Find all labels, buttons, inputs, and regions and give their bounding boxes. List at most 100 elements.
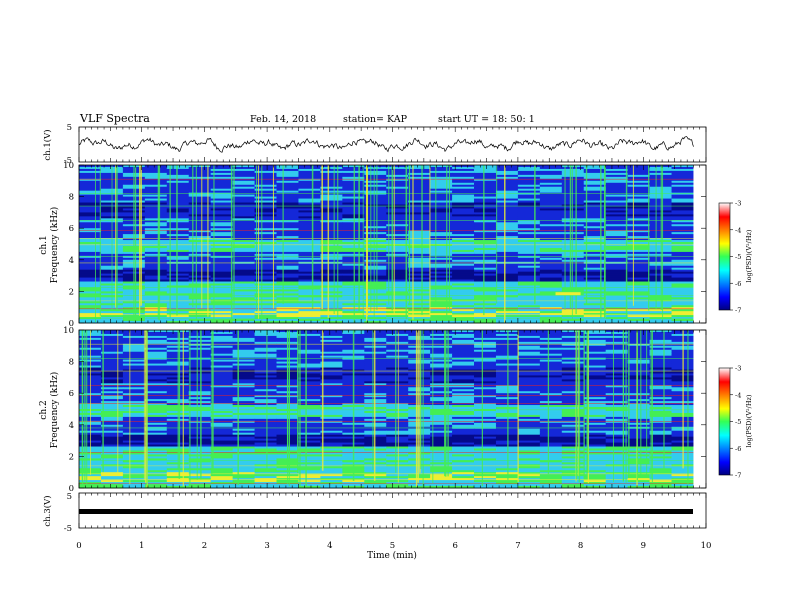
spectrogram-cell: [144, 218, 168, 221]
spectrogram-cell: [298, 391, 321, 394]
spectrogram-cell: [561, 214, 585, 217]
spectrogram-cell: [342, 257, 365, 261]
spectrogram-cell: [605, 397, 629, 400]
spectrogram-cell: [605, 297, 629, 300]
spectrogram-cell: [254, 434, 278, 438]
spectrogram-cell: [320, 289, 343, 292]
spectrogram-cell: [298, 416, 321, 420]
spectrogram-cell: [232, 180, 256, 184]
spectrogram-cell: [386, 238, 409, 241]
spectrogram-cell: [276, 232, 299, 235]
spectrogram-cell: [188, 349, 212, 353]
spectrogram-cell: [539, 220, 563, 223]
spectrogram-cell: [188, 472, 212, 475]
spectrogram-cell: [627, 464, 651, 467]
spectrogram-cell: [474, 347, 497, 351]
spectrogram-cell: [166, 321, 190, 324]
spectrogram-cell: [605, 391, 629, 394]
spectrogram-cell: [517, 462, 541, 465]
spectrogram-cell: [364, 361, 387, 365]
spectrogram-cell: [79, 299, 102, 302]
spectrogram-cell: [364, 295, 387, 298]
spectrogram-cell: [517, 255, 541, 259]
spectrogram-cell: [583, 220, 607, 223]
spectrogram-cell: [495, 367, 519, 370]
spectrogram-cell: [320, 361, 343, 365]
spectrogram-cell: [79, 249, 102, 253]
spectrogram-cell: [144, 202, 168, 205]
spectrogram-cell: [232, 367, 256, 370]
spectrogram-cell: [320, 208, 343, 211]
spectrogram-cell: [430, 174, 453, 178]
spectrogram-cell: [342, 174, 365, 178]
spectrogram-cell: [364, 397, 387, 400]
spectrogram-cell: [561, 228, 585, 231]
spectrogram-cell: [517, 259, 541, 263]
spectrogram-cell: [210, 369, 234, 372]
spectrogram-cell: [188, 418, 212, 422]
spectrogram-cell: [188, 249, 212, 253]
spectrogram-cell: [386, 192, 409, 196]
spectrogram-cell: [517, 198, 541, 202]
spectrogram-cell: [166, 484, 190, 487]
spectrogram-cell: [430, 401, 453, 404]
spectrogram-cell: [144, 377, 168, 380]
spectrogram-cell: [320, 381, 343, 384]
spectrogram-cell: [254, 343, 278, 347]
spectrogram-cell: [320, 247, 343, 251]
spectrogram-cell: [320, 399, 343, 402]
spectrogram-cell: [210, 385, 234, 388]
spectrogram-cell: [254, 432, 278, 436]
spectrogram-cell: [254, 214, 278, 217]
spectrogram-cell: [320, 351, 343, 355]
spectrogram-cell: [320, 379, 343, 382]
spectrogram-cell: [561, 470, 585, 473]
spectrogram-cell: [583, 333, 607, 337]
spectrogram-cell: [539, 168, 563, 172]
spectrogram-cell: [561, 361, 585, 365]
spectrogram-cell: [122, 347, 146, 351]
spectrogram-cell: [210, 450, 234, 453]
spectrogram-cell: [517, 295, 541, 298]
spectrogram-cell: [364, 476, 387, 479]
spectrogram-cell: [539, 245, 563, 249]
spectrogram-cell: [583, 444, 607, 448]
spectrogram-cell: [342, 234, 365, 237]
spectrogram-cell: [495, 412, 519, 416]
spectrogram-cell: [188, 454, 212, 457]
spectrogram-cell: [188, 277, 212, 281]
spectrogram-cell: [430, 212, 453, 215]
spectrogram-cell: [298, 307, 321, 310]
spectrogram-cell: [495, 311, 519, 314]
spectrogram-cell: [276, 271, 299, 275]
spectrogram-cell: [210, 407, 234, 410]
spectrogram-cell: [232, 343, 256, 347]
spectrogram-cell: [671, 188, 694, 192]
spectrogram-cell: [452, 206, 475, 209]
spectrogram-cell: [452, 184, 475, 188]
spectrogram-cell: [342, 321, 365, 324]
spectrogram-cell: [320, 212, 343, 215]
spectrogram-cell: [517, 234, 541, 237]
spectrogram-cell: [210, 220, 234, 223]
spectrogram-cell: [188, 299, 212, 302]
spectrogram-cell: [583, 414, 607, 418]
spectrogram-cell: [232, 210, 256, 213]
spectrogram-cell: [188, 444, 212, 448]
spectrogram-cell: [517, 214, 541, 217]
spectrogram-cell: [298, 301, 321, 304]
spectrogram-cell: [627, 401, 651, 404]
spectrogram-cell: [100, 347, 124, 351]
spectrogram-cell: [430, 405, 453, 408]
spectrogram-cell: [517, 303, 541, 306]
spectrogram-cell: [452, 196, 475, 200]
spectrogram-cell: [232, 188, 256, 192]
spectrogram-cell: [364, 341, 387, 345]
spectrogram-cell: [627, 319, 651, 322]
spectrogram-cell: [232, 464, 256, 467]
spectrogram-cell: [627, 170, 651, 174]
spectrogram-cell: [517, 458, 541, 461]
spectrogram-cell: [188, 232, 212, 235]
spectrogram-cell: [166, 230, 190, 233]
spectrogram-cell: [605, 383, 629, 386]
